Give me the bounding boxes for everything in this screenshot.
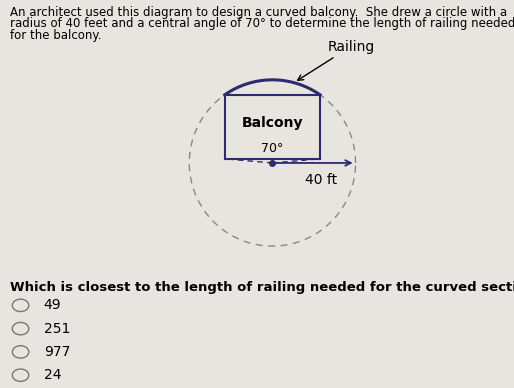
Text: 977: 977 [44, 345, 70, 359]
Text: An architect used this diagram to design a curved balcony.  She drew a circle wi: An architect used this diagram to design… [10, 6, 507, 19]
Text: 40 ft: 40 ft [305, 173, 337, 187]
Text: 251: 251 [44, 322, 70, 336]
Text: radius of 40 feet and a central angle of 70° to determine the length of railing : radius of 40 feet and a central angle of… [10, 17, 514, 31]
Text: Which is closest to the length of railing needed for the curved section of the b: Which is closest to the length of railin… [10, 281, 514, 294]
Text: 24: 24 [44, 368, 61, 382]
Text: Balcony: Balcony [242, 116, 303, 130]
Text: for the balcony.: for the balcony. [10, 29, 102, 42]
Text: Railing: Railing [298, 40, 374, 80]
Text: 70°: 70° [261, 142, 284, 155]
Text: 49: 49 [44, 298, 61, 312]
